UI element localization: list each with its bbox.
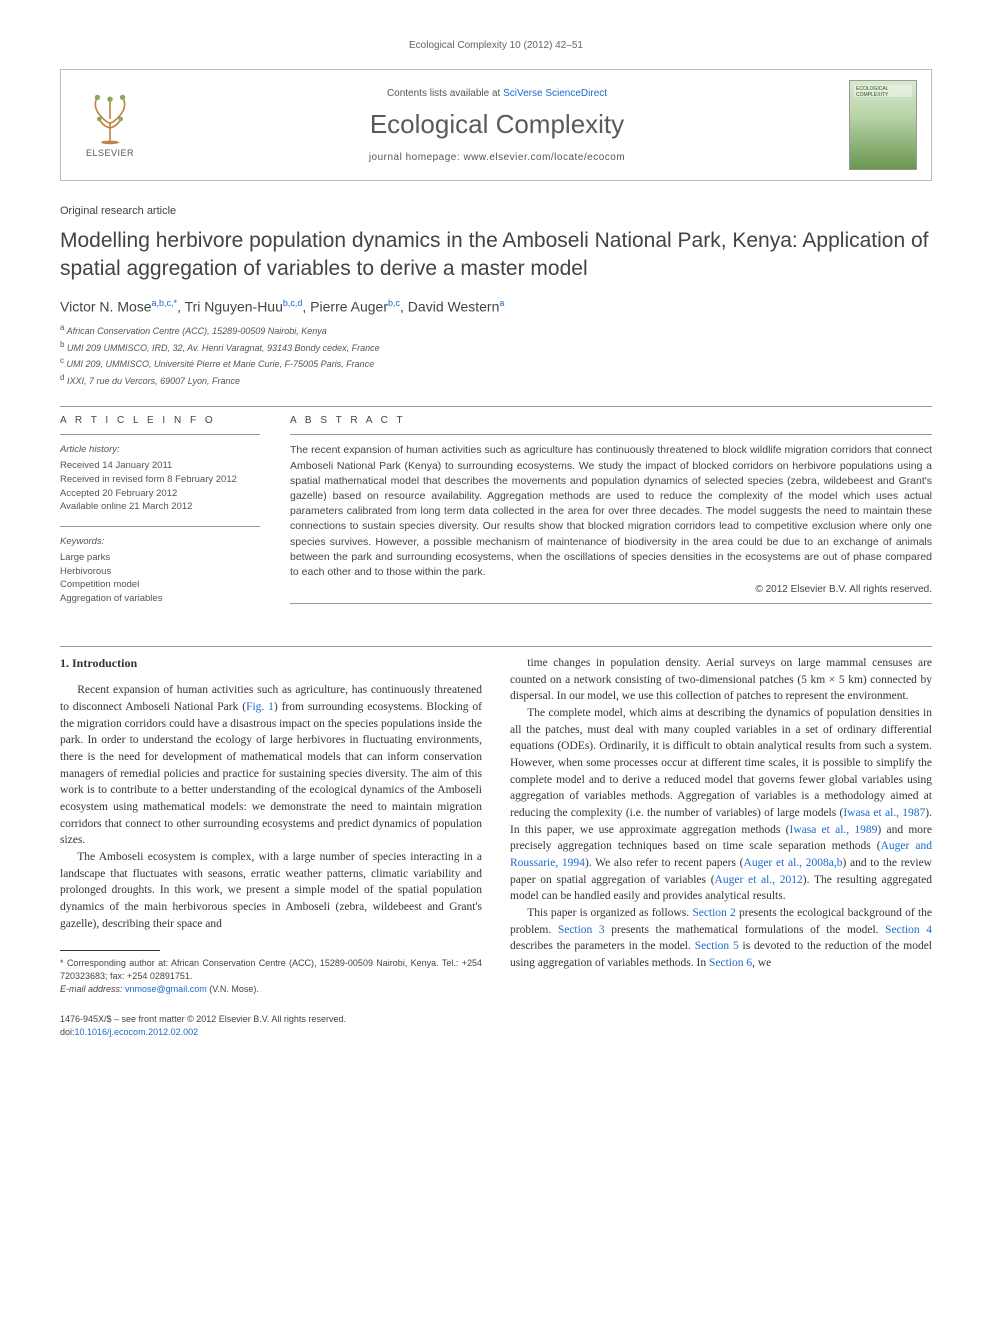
history-item: Accepted 20 February 2012 bbox=[60, 487, 260, 501]
keywords-block: Keywords: Large parksHerbivorousCompetit… bbox=[60, 535, 260, 606]
abstract-copyright: © 2012 Elsevier B.V. All rights reserved… bbox=[290, 584, 932, 595]
homepage-prefix: journal homepage: bbox=[369, 152, 464, 163]
corresponding-author-note: * Corresponding author at: African Conse… bbox=[60, 957, 482, 982]
divider bbox=[60, 646, 932, 647]
section-heading-intro: 1. Introduction bbox=[60, 655, 482, 672]
footnote-separator bbox=[60, 950, 160, 951]
running-head: Ecological Complexity 10 (2012) 42–51 bbox=[60, 40, 932, 51]
footer: 1476-945X/$ – see front matter © 2012 El… bbox=[60, 1013, 932, 1038]
email-line: E-mail address: vnmose@gmail.com (V.N. M… bbox=[60, 983, 482, 996]
article-type: Original research article bbox=[60, 205, 932, 217]
article-info-column: A R T I C L E I N F O Article history: R… bbox=[60, 415, 260, 618]
intro-paragraph-5: This paper is organized as follows. Sect… bbox=[510, 905, 932, 972]
homepage-line: journal homepage: www.elsevier.com/locat… bbox=[161, 152, 833, 163]
journal-header-box: ELSEVIER Contents lists available at Sci… bbox=[60, 69, 932, 181]
section-6-link[interactable]: Section 6 bbox=[709, 957, 752, 969]
elsevier-logo: ELSEVIER bbox=[75, 85, 145, 165]
journal-name: Ecological Complexity bbox=[161, 109, 833, 140]
section-5-link[interactable]: Section 5 bbox=[695, 940, 739, 952]
cover-label: ECOLOGICAL COMPLEXITY bbox=[856, 86, 916, 98]
abstract-text: The recent expansion of human activities… bbox=[290, 443, 932, 580]
history-item: Available online 21 March 2012 bbox=[60, 500, 260, 514]
elsevier-tree-icon bbox=[83, 92, 137, 146]
abstract-column: A B S T R A C T The recent expansion of … bbox=[290, 415, 932, 618]
affiliations: a African Conservation Centre (ACC), 152… bbox=[60, 322, 932, 388]
divider bbox=[290, 434, 932, 435]
intro-paragraph-1: Recent expansion of human activities suc… bbox=[60, 682, 482, 849]
keywords-label: Keywords: bbox=[60, 535, 260, 549]
ref-iwasa-1989[interactable]: Iwasa et al., 1989 bbox=[789, 824, 877, 836]
body-text: 1. Introduction Recent expansion of huma… bbox=[60, 655, 932, 995]
keyword-item: Aggregation of variables bbox=[60, 592, 260, 606]
divider bbox=[60, 434, 260, 435]
article-info-label: A R T I C L E I N F O bbox=[60, 415, 260, 426]
article-history: Article history: Received 14 January 201… bbox=[60, 443, 260, 514]
ref-iwasa-1987[interactable]: Iwasa et al., 1987 bbox=[843, 807, 925, 819]
contents-available-line: Contents lists available at SciVerse Sci… bbox=[161, 88, 833, 99]
history-item: Received 14 January 2011 bbox=[60, 459, 260, 473]
header-center: Contents lists available at SciVerse Sci… bbox=[161, 88, 833, 163]
divider bbox=[60, 406, 932, 407]
history-label: Article history: bbox=[60, 443, 260, 457]
divider bbox=[60, 526, 260, 527]
keyword-item: Herbivorous bbox=[60, 565, 260, 579]
abstract-label: A B S T R A C T bbox=[290, 415, 932, 426]
intro-paragraph-4: The complete model, which aims at descri… bbox=[510, 705, 932, 905]
divider bbox=[290, 603, 932, 604]
history-item: Received in revised form 8 February 2012 bbox=[60, 473, 260, 487]
contents-prefix: Contents lists available at bbox=[387, 88, 503, 99]
email-link[interactable]: vnmose@gmail.com bbox=[125, 984, 207, 994]
section-3-link[interactable]: Section 3 bbox=[558, 924, 605, 936]
homepage-url: www.elsevier.com/locate/ecocom bbox=[463, 152, 625, 163]
authors-line: Victor N. Mosea,b,c,*, Tri Nguyen-Huub,c… bbox=[60, 298, 932, 315]
section-2-link[interactable]: Section 2 bbox=[692, 907, 735, 919]
journal-cover-thumbnail: ECOLOGICAL COMPLEXITY bbox=[849, 80, 917, 170]
doi-link[interactable]: 10.1016/j.ecocom.2012.02.002 bbox=[75, 1027, 199, 1037]
fig1-link[interactable]: Fig. 1 bbox=[246, 701, 274, 713]
email-label: E-mail address: bbox=[60, 984, 125, 994]
issn-line: 1476-945X/$ – see front matter © 2012 El… bbox=[60, 1013, 932, 1026]
keyword-item: Competition model bbox=[60, 578, 260, 592]
doi-line: doi:10.1016/j.ecocom.2012.02.002 bbox=[60, 1026, 932, 1039]
intro-paragraph-2: The Amboseli ecosystem is complex, with … bbox=[60, 849, 482, 932]
article-title: Modelling herbivore population dynamics … bbox=[60, 227, 932, 284]
section-4-link[interactable]: Section 4 bbox=[885, 924, 932, 936]
ref-auger-2008[interactable]: Auger et al., 2008a,b bbox=[744, 857, 843, 869]
ref-auger-2012[interactable]: Auger et al., 2012 bbox=[715, 874, 803, 886]
intro-paragraph-3: time changes in population density. Aeri… bbox=[510, 655, 932, 705]
keyword-item: Large parks bbox=[60, 551, 260, 565]
footnotes: * Corresponding author at: African Conse… bbox=[60, 957, 482, 995]
publisher-name: ELSEVIER bbox=[86, 148, 134, 158]
sciencedirect-link[interactable]: SciVerse ScienceDirect bbox=[503, 88, 607, 99]
